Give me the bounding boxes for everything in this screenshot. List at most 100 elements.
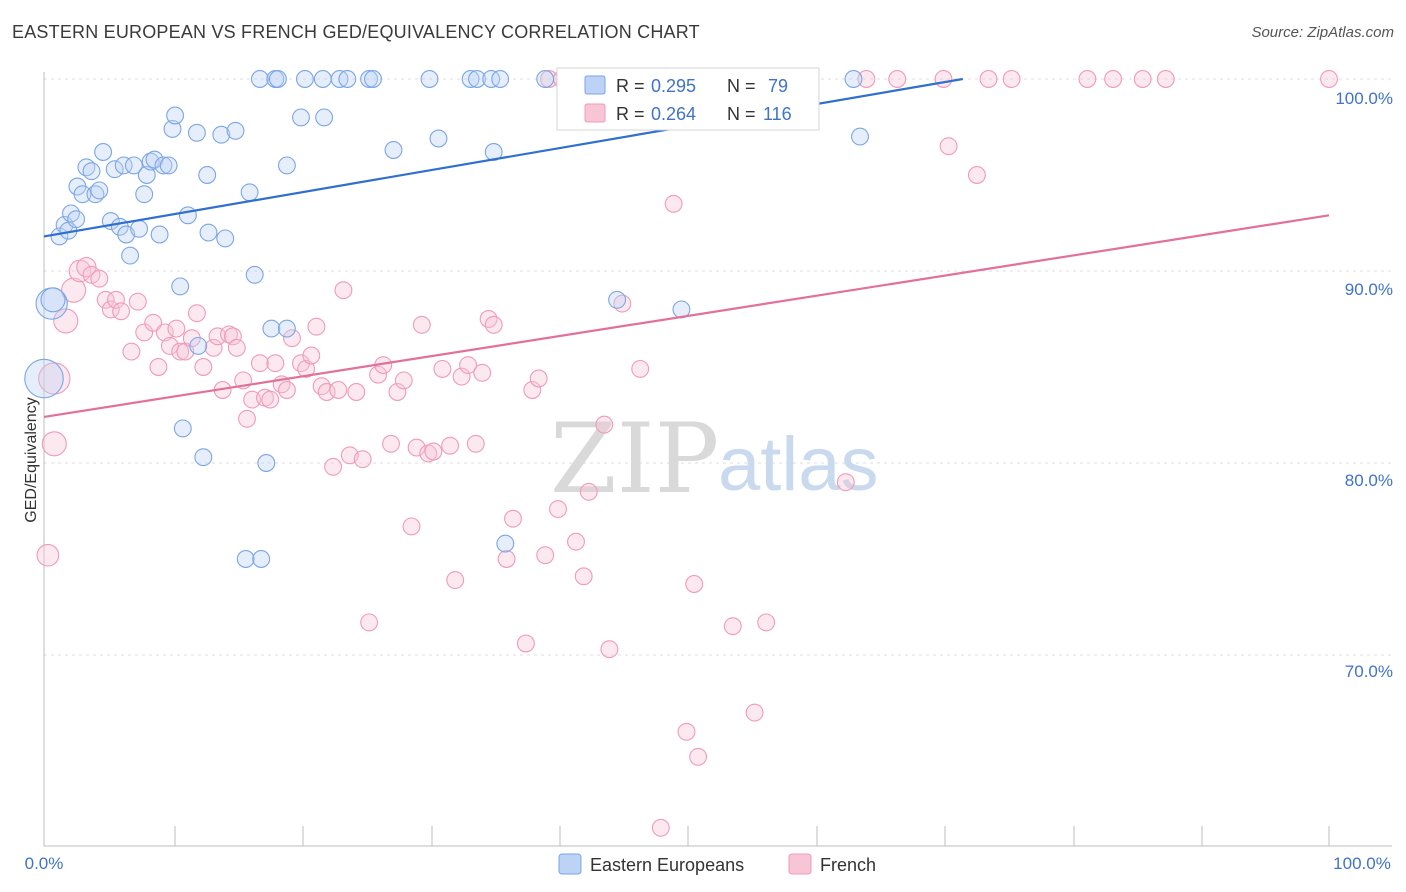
data-point-french (149, 358, 168, 376)
data-point-french (677, 722, 696, 741)
data-point-eastern (171, 277, 190, 296)
data-point-french (484, 315, 503, 334)
data-point-eastern (496, 534, 515, 553)
data-point-french (128, 292, 147, 311)
data-point-eastern (166, 106, 185, 125)
data-point-french (967, 166, 986, 184)
data-point-eastern (189, 336, 208, 355)
data-point-french (208, 327, 227, 346)
data-point-french (523, 381, 542, 399)
chart-title: EASTERN EUROPEAN VS FRENCH GED/EQUIVALEN… (12, 22, 700, 42)
data-point-french (595, 415, 614, 434)
data-point-french (238, 409, 256, 428)
data-point-french (297, 359, 316, 378)
data-point-french (757, 613, 776, 632)
data-point-french (171, 342, 190, 361)
data-point-french (424, 442, 443, 461)
data-point-eastern (330, 70, 349, 88)
y-axis-label: GED/Equivalency (23, 397, 40, 522)
data-point-french (441, 436, 460, 455)
legend-swatch-french (584, 103, 606, 123)
data-point-eastern (468, 70, 486, 88)
data-point-eastern (292, 108, 310, 127)
data-point-eastern (608, 290, 627, 309)
data-point-eastern (295, 70, 314, 88)
data-point-eastern (268, 70, 287, 88)
data-point-french (745, 703, 764, 722)
data-point-french (204, 338, 223, 357)
data-point-french (334, 281, 353, 300)
data-point-french (36, 543, 60, 567)
data-point-eastern (73, 185, 92, 204)
data-point-french (388, 383, 407, 401)
legend-bottom-label-eastern: Eastern Europeans (590, 855, 744, 875)
data-point-french (135, 323, 154, 342)
data-point-french (836, 473, 855, 492)
data-point-eastern (159, 156, 178, 175)
data-point-eastern (313, 70, 332, 88)
data-point-french (167, 319, 186, 338)
data-point-french (353, 450, 372, 469)
legend-r-value-eastern: 0.295 (651, 76, 696, 96)
data-point-eastern (338, 70, 357, 88)
legend-r-value-french: 0.264 (651, 104, 696, 124)
data-point-french (277, 381, 296, 399)
source-label: Source: ZipAtlas.com (1251, 24, 1394, 41)
data-point-french (1156, 70, 1175, 88)
data-point-eastern (216, 229, 235, 248)
data-point-french (979, 70, 998, 88)
data-point-french (382, 434, 400, 453)
legend-n-value-eastern: 79 (768, 76, 788, 96)
data-point-eastern (67, 210, 86, 229)
data-point-french (579, 482, 598, 501)
data-point-french (90, 269, 109, 288)
data-point-eastern (135, 185, 154, 204)
legend-bottom-swatch-eastern (558, 853, 582, 875)
data-point-french (497, 550, 516, 568)
data-point-eastern (364, 70, 382, 88)
data-point-french (112, 302, 131, 321)
data-point-eastern (94, 143, 113, 161)
gridlines (44, 78, 1392, 656)
data-point-eastern (851, 127, 869, 146)
data-point-eastern (240, 183, 259, 202)
y-tick-label: 100.0% (1335, 89, 1393, 108)
data-point-eastern (124, 156, 143, 175)
data-point-eastern (187, 123, 206, 142)
data-point-french (452, 367, 471, 386)
data-point-french (1078, 70, 1097, 88)
data-point-french (857, 70, 876, 88)
data-point-french (329, 381, 348, 399)
data-point-eastern (82, 162, 101, 181)
data-point-french (122, 342, 141, 361)
data-point-eastern (844, 70, 863, 88)
data-point-french (1104, 70, 1123, 88)
y-tick-label: 90.0% (1345, 280, 1393, 299)
data-point-eastern (482, 70, 501, 88)
data-point-eastern (121, 246, 140, 265)
data-point-eastern (252, 550, 271, 568)
legend-bottom-label-french: French (820, 855, 876, 875)
watermark-zip: ZIP (550, 403, 719, 515)
data-point-eastern (277, 156, 296, 175)
data-point-eastern (384, 141, 403, 159)
data-point-french (155, 323, 174, 342)
data-point-french (317, 383, 336, 401)
data-point-eastern (236, 550, 255, 568)
data-point-french (407, 438, 426, 457)
series-eastern-points (24, 70, 869, 568)
x-axis-ticks (43, 826, 1330, 846)
data-point-french (433, 359, 452, 378)
data-point-french (934, 70, 953, 88)
data-point-eastern (360, 70, 379, 88)
data-point-french (41, 431, 67, 457)
data-point-french (466, 434, 485, 453)
data-point-french (888, 70, 907, 88)
data-point-french (347, 383, 366, 401)
data-point-eastern (154, 156, 173, 175)
trend-line-eastern-europeans (43, 77, 963, 238)
legend-bottom: Eastern Europeans French (558, 853, 876, 875)
data-point-eastern (461, 70, 480, 88)
data-point-eastern (198, 166, 217, 184)
